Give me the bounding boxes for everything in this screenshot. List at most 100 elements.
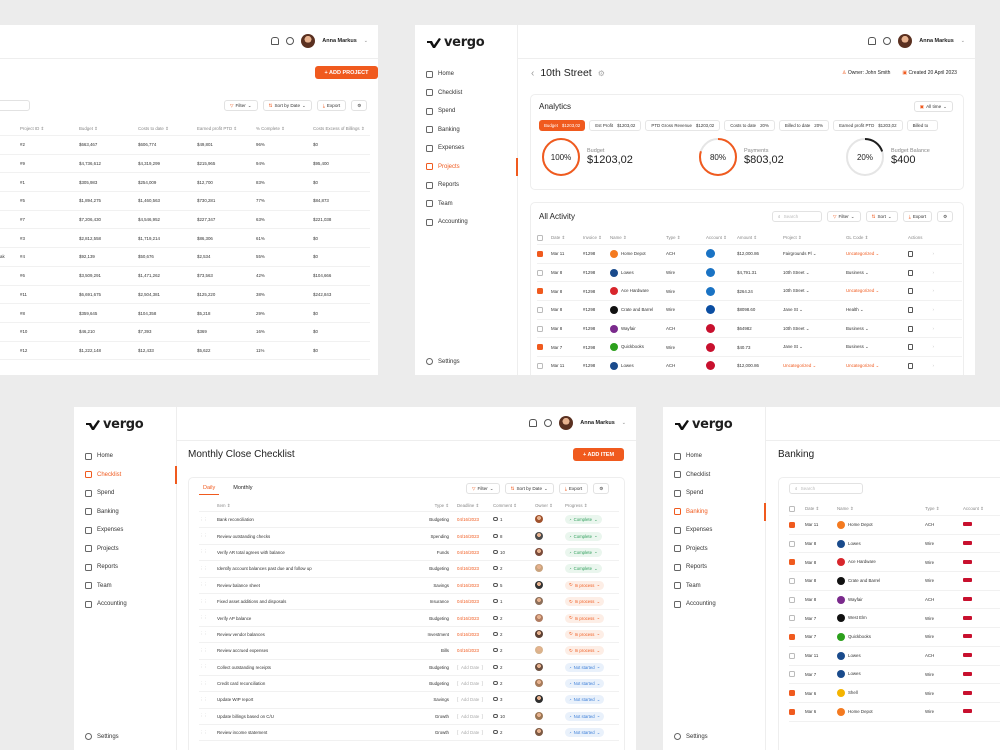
help-icon[interactable] xyxy=(286,37,295,45)
col-header[interactable]: Amount ⇕ xyxy=(737,234,758,240)
select-all-checkbox[interactable] xyxy=(789,505,795,512)
col-header[interactable]: Name ⇕ xyxy=(837,505,854,511)
sidebar-item-reports[interactable]: Reports xyxy=(663,558,765,577)
avatar[interactable] xyxy=(535,646,543,655)
tab-daily[interactable]: Daily xyxy=(199,485,220,495)
table-row[interactable]: ⋮⋮ Credit card reconciliation Budgeting Add… xyxy=(199,676,619,693)
sidebar-item-spend[interactable]: Spend xyxy=(74,484,176,503)
cell-progress[interactable]: ◔ Complete ⌄ xyxy=(565,515,615,525)
sidebar-item-reports[interactable]: Reports xyxy=(415,176,517,195)
banking-search-input[interactable]: ⌕ Search xyxy=(789,483,863,494)
status-badge[interactable]: ◔ Complete ⌄ xyxy=(565,531,602,541)
chevron-right-icon[interactable]: › xyxy=(932,362,934,368)
row-checkbox[interactable] xyxy=(537,269,543,276)
cell-gl-code[interactable]: Uncategorized ⌄ xyxy=(846,288,880,294)
chevron-down-icon[interactable]: ⌄ xyxy=(960,38,965,44)
cell-comment[interactable]: 2 xyxy=(493,566,535,571)
col-header[interactable]: Progress ⇕ xyxy=(565,502,588,508)
row-checkbox[interactable] xyxy=(789,633,795,640)
avatar[interactable] xyxy=(535,580,543,589)
sidebar-item-projects[interactable]: Projects xyxy=(415,157,518,177)
tab-monthly[interactable]: Monthly xyxy=(233,485,253,491)
back-arrow-icon[interactable]: ‹ xyxy=(531,67,535,79)
cell-comment[interactable]: 2 xyxy=(493,615,535,621)
cell-deadline[interactable]: Add Date xyxy=(453,681,493,687)
cell-progress[interactable]: ◔ Complete ⌄ xyxy=(565,564,615,574)
table-row[interactable]: #9 $4,736,612 $4,319,299 $215,965 94% $95,400 xyxy=(0,155,370,174)
row-checkbox[interactable] xyxy=(789,671,795,678)
row-checkbox[interactable] xyxy=(789,652,795,659)
chevron-right-icon[interactable]: › xyxy=(932,306,934,312)
col-header[interactable]: Project ⇕ xyxy=(783,234,802,240)
bell-icon[interactable] xyxy=(529,419,538,427)
avatar[interactable] xyxy=(535,613,543,622)
status-badge[interactable]: ↻ In process ⌄ xyxy=(565,646,605,656)
cell-progress[interactable]: ◔ Not started ⌄ xyxy=(565,711,615,721)
sidebar-item-checklist[interactable]: Checklist xyxy=(74,465,177,485)
sidebar-item-team[interactable]: Team xyxy=(663,577,765,596)
drag-handle-icon[interactable]: ⋮⋮ xyxy=(199,598,208,604)
table-row[interactable]: ⋮⋮ Verify AP balance Budgeting 04/16/2023 2 ↻… xyxy=(199,610,619,627)
help-icon[interactable] xyxy=(883,37,892,45)
status-badge[interactable]: ↻ In process ⌄ xyxy=(565,580,605,590)
table-row[interactable]: #3 $2,812,558 $1,719,214 $86,306 61% $0 xyxy=(0,229,370,249)
avatar[interactable] xyxy=(535,531,543,540)
col-header[interactable]: Owner ⇕ xyxy=(535,502,553,508)
col-header[interactable]: Budget ⇕ xyxy=(79,125,98,131)
drag-handle-icon[interactable]: ⋮⋮ xyxy=(199,729,208,735)
sidebar-item-expenses[interactable]: Expenses xyxy=(415,139,517,158)
row-checkbox[interactable] xyxy=(789,577,795,584)
cell-project[interactable]: Uncategorized ⌄ xyxy=(783,362,817,368)
sidebar-item-settings[interactable]: Settings xyxy=(674,733,708,740)
cell-project[interactable]: 10th Street ⌄ xyxy=(783,325,810,331)
chevron-right-icon[interactable]: › xyxy=(932,288,934,294)
drag-handle-icon[interactable]: ⋮⋮ xyxy=(199,516,208,522)
table-row[interactable]: #12 $1,222,148 $12,433 $5,622 11% $0 xyxy=(0,342,370,361)
drag-handle-icon[interactable]: ⋮⋮ xyxy=(199,647,208,653)
all-time-select[interactable]: ▣ All time ⌄ xyxy=(913,101,953,112)
cell-project[interactable]: Fairgrounds Pl ⌄ xyxy=(783,250,817,256)
table-row[interactable]: ak #4 $92,139 $50,676 $2,534 55% $0 xyxy=(0,248,370,267)
status-badge[interactable]: ◔ Not started ⌄ xyxy=(565,662,605,672)
sidebar-item-spend[interactable]: Spend xyxy=(663,484,765,503)
export-button[interactable]: ⤓ Export xyxy=(558,483,589,494)
col-header[interactable]: % Complete ⇕ xyxy=(256,125,285,131)
avatar[interactable] xyxy=(535,679,543,688)
table-row[interactable]: ⋮⋮ Update WIP report Savings Add Date 3 ◔ Not … xyxy=(199,692,619,709)
bell-icon[interactable] xyxy=(868,37,877,45)
sidebar-item-team[interactable]: Team xyxy=(74,577,176,596)
row-checkbox[interactable] xyxy=(537,344,543,351)
table-row[interactable]: Mar 6 Home Depot Wire xyxy=(789,703,1000,722)
drag-handle-icon[interactable]: ⋮⋮ xyxy=(199,615,208,621)
cell-gl-code[interactable]: Uncategorized ⌄ xyxy=(846,362,880,368)
cell-gl-code[interactable]: Uncategorized ⌄ xyxy=(846,250,880,256)
row-checkbox[interactable] xyxy=(537,362,543,369)
cell-deadline[interactable]: 04/16/2023 xyxy=(453,566,493,571)
sidebar-item-banking[interactable]: Banking xyxy=(663,502,766,522)
cell-project[interactable]: Jane St ⌄ xyxy=(783,344,803,350)
avatar[interactable] xyxy=(535,547,543,556)
col-header[interactable]: GL Code ⇕ xyxy=(846,234,869,240)
cell-comment[interactable]: 2 xyxy=(493,681,535,686)
col-header[interactable]: Costs Excess of Billings ⇕ xyxy=(313,125,365,131)
sidebar-item-accounting[interactable]: Accounting xyxy=(415,213,517,232)
document-icon[interactable] xyxy=(908,306,913,313)
table-row[interactable]: Mar 8 #1298 Wayfair ACH $64982 10th Street ⌄ B… xyxy=(537,320,962,339)
row-checkbox[interactable] xyxy=(789,690,795,697)
kpi-chip[interactable]: Est Profit $1203,02 xyxy=(589,120,642,131)
cell-deadline[interactable]: 04/16/2023 xyxy=(453,616,493,621)
col-header[interactable]: Type ⇕ xyxy=(666,234,681,240)
chevron-down-icon[interactable]: ⌄ xyxy=(621,420,626,426)
kpi-chip[interactable]: Billed to xyxy=(906,120,939,131)
table-row[interactable]: Mar 8 #1298 Crate and Barrel Wire $8098.60 Ja… xyxy=(537,301,962,320)
status-badge[interactable]: ◔ Not started ⌄ xyxy=(565,728,605,738)
avatar[interactable] xyxy=(535,695,543,704)
chevron-right-icon[interactable]: › xyxy=(932,344,934,350)
status-badge[interactable]: ◔ Complete ⌄ xyxy=(565,515,602,525)
row-checkbox[interactable] xyxy=(789,596,795,603)
cell-progress[interactable]: ◔ Not started ⌄ xyxy=(565,679,615,689)
row-checkbox[interactable] xyxy=(789,615,795,622)
cell-progress[interactable]: ◔ Not started ⌄ xyxy=(565,728,615,738)
avatar[interactable] xyxy=(301,34,316,48)
row-checkbox[interactable] xyxy=(789,708,795,715)
